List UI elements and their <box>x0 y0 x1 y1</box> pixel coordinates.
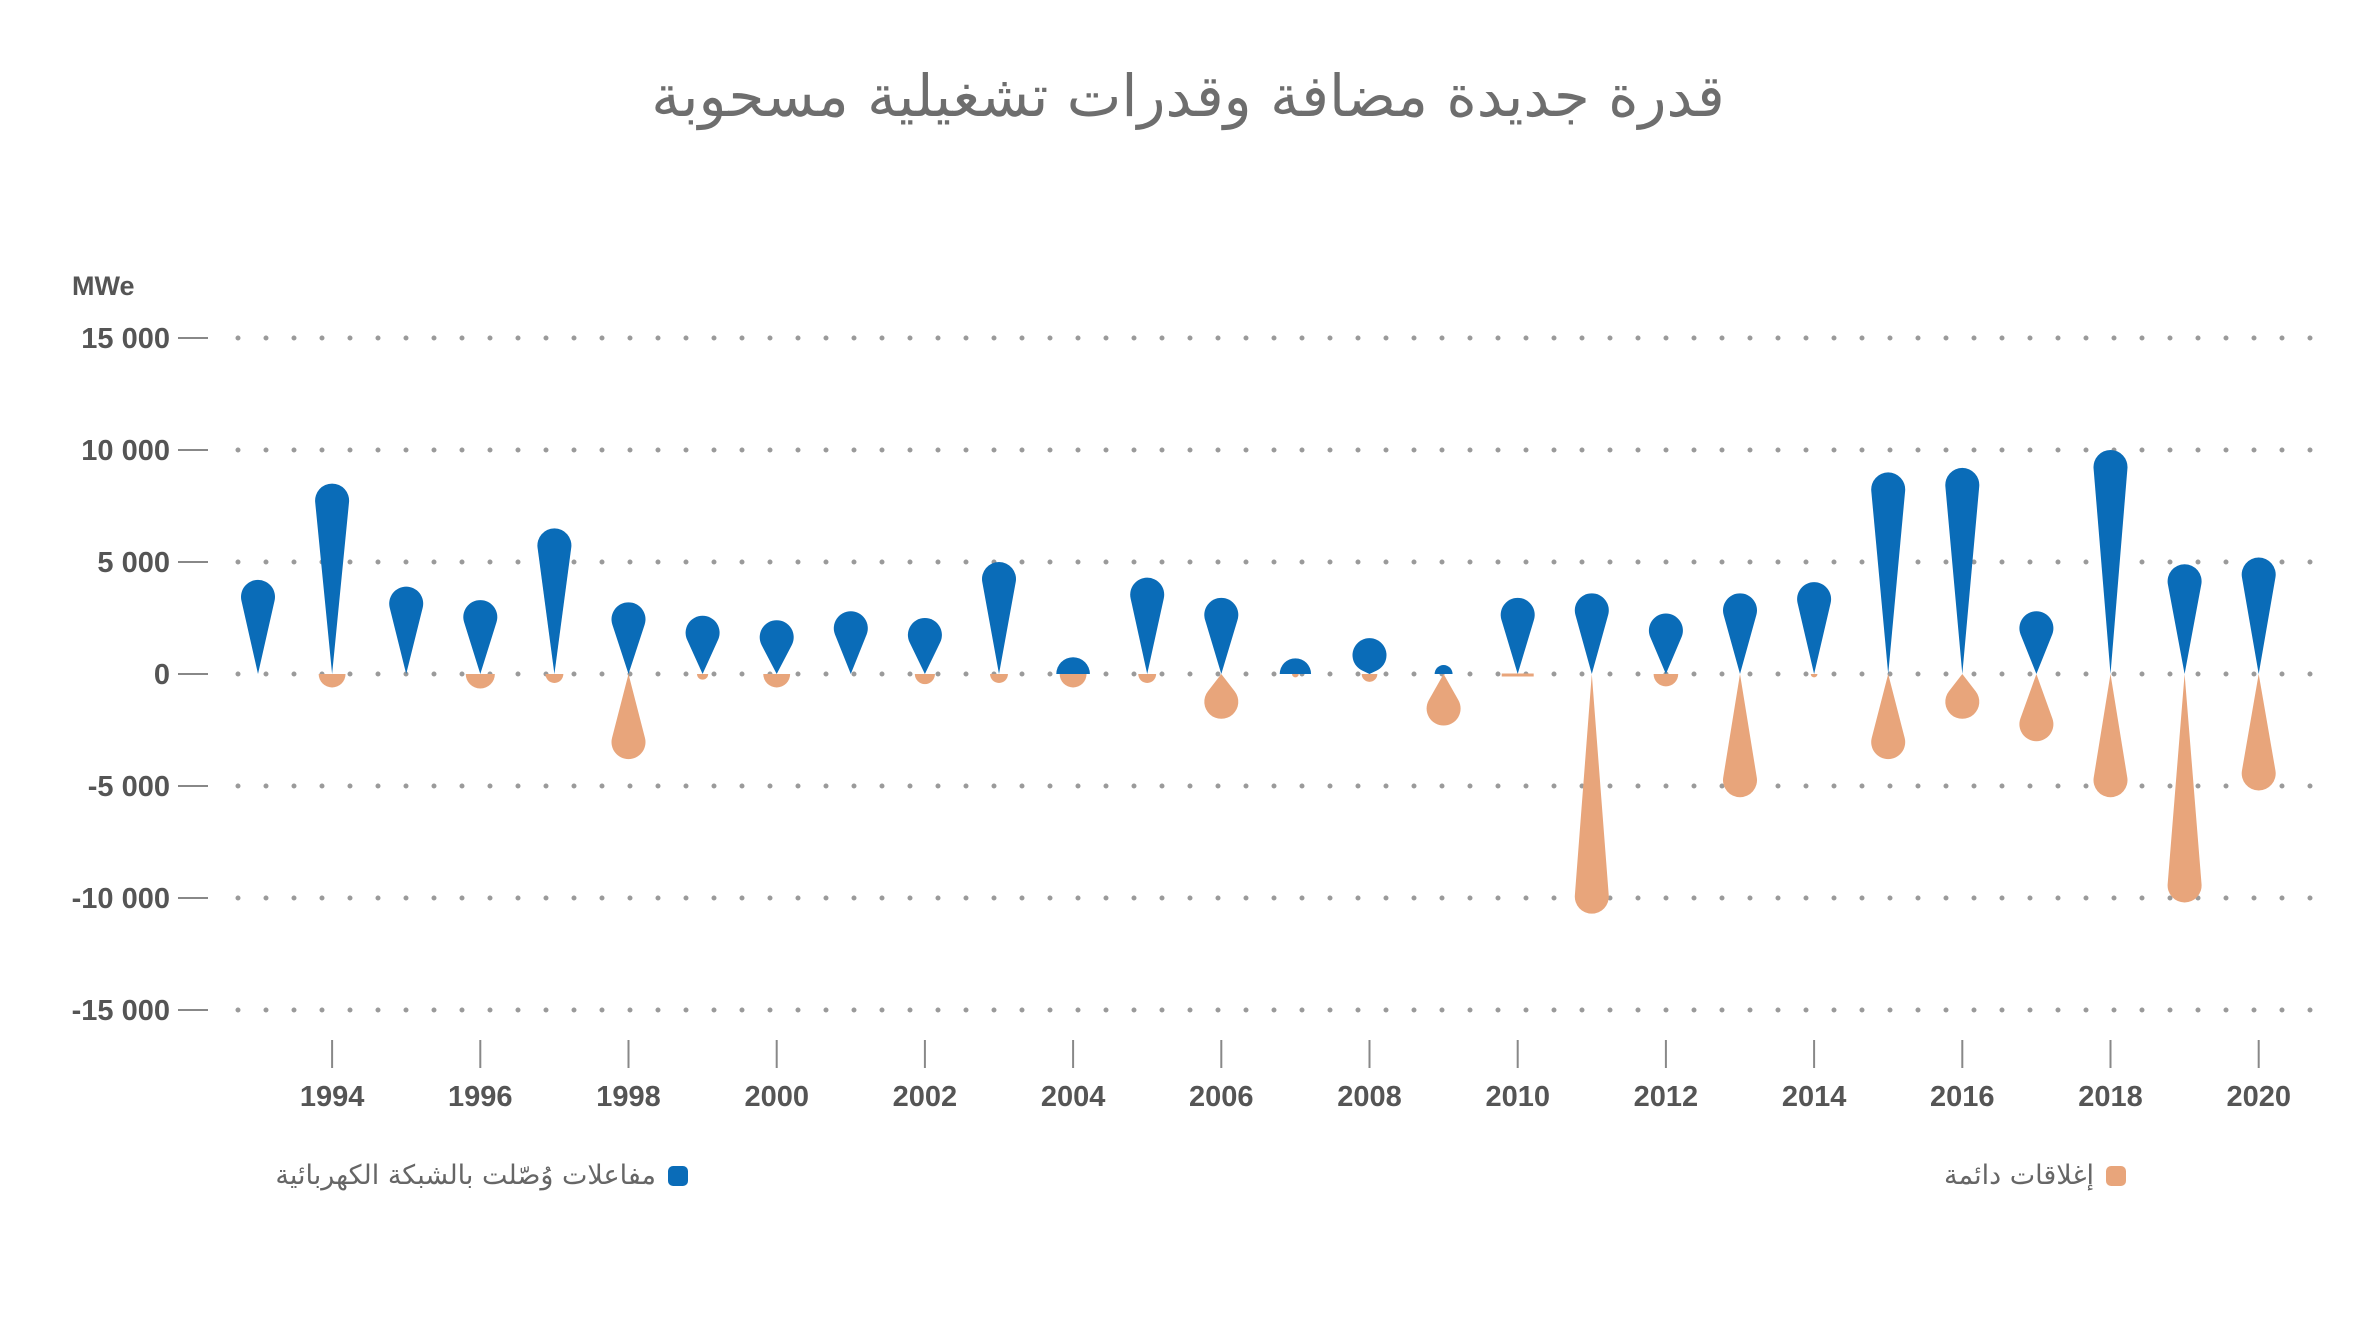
grid-connection-drop <box>1056 657 1090 674</box>
grid-connection-drop <box>1945 467 1980 674</box>
grid-connection-drop <box>1871 472 1906 674</box>
grid-connection-drop <box>1648 613 1683 674</box>
shutdown-drop <box>763 674 791 688</box>
grid-connection-drop <box>2167 564 2202 674</box>
grid-connection-drop <box>2019 611 2054 674</box>
shutdown-drop <box>318 674 346 688</box>
grid-connection-drop <box>1722 593 1758 674</box>
grid-connection-drop <box>1797 582 1832 674</box>
y-tick-label: 5 000 <box>97 547 170 579</box>
x-tick-label: 2010 <box>1485 1081 1550 1113</box>
shutdown-drop <box>1059 674 1087 688</box>
shutdown-drop <box>697 674 709 680</box>
grid-connection-drop <box>1352 638 1387 674</box>
shutdown-drop <box>1871 674 1906 760</box>
grid-connection-drop <box>685 615 720 674</box>
y-tick-label: 15 000 <box>81 323 170 355</box>
grid-connection-drop <box>611 602 646 674</box>
grid-connection-drop <box>1574 593 1609 674</box>
shutdown-drop <box>1574 674 1609 914</box>
shutdown-drop <box>545 674 564 683</box>
grid-connection-drop <box>759 620 794 674</box>
grid-connection-drop <box>833 611 868 674</box>
x-tick-label: 2002 <box>893 1081 958 1113</box>
grid-connection-drop <box>463 600 498 674</box>
y-tick-label: 0 <box>154 659 170 691</box>
x-tick-label: 2004 <box>1041 1081 1106 1113</box>
x-tick-label: 1998 <box>596 1081 661 1113</box>
shutdown-drop <box>1138 674 1157 683</box>
shutdown-drop <box>1426 674 1461 726</box>
shutdown-drop <box>1810 674 1818 678</box>
y-tick-label: 10 000 <box>81 435 170 467</box>
grid-connection-drop <box>982 561 1016 674</box>
grid-connection-drop <box>1500 597 1535 674</box>
x-tick-label: 2020 <box>2226 1081 2291 1113</box>
shutdown-drop <box>1361 674 1378 682</box>
shutdown-drop <box>611 674 646 760</box>
legend-blue-swatch <box>668 1165 688 1186</box>
legend-grid-label: مفاعلات وُصّلت بالشبكة الكهربائية <box>275 1160 656 1191</box>
x-tick-label: 2000 <box>744 1081 809 1113</box>
grid-connection-drop <box>1130 577 1165 674</box>
y-tick-label: -10 000 <box>72 883 170 915</box>
shutdown-drop <box>1204 674 1239 719</box>
y-unit-label: MWe <box>72 271 135 301</box>
x-tick-label: 1996 <box>448 1081 513 1113</box>
legend-grid-connections: مفاعلات وُصّلت بالشبكة الكهربائية <box>275 1160 688 1191</box>
shutdown-drop <box>2093 674 2128 798</box>
shutdown-drop <box>2167 674 2202 903</box>
chart-title: قدرة جديدة مضافة وقدرات تشغيلية مسحوبة <box>651 62 1725 130</box>
x-tick-label: 1994 <box>300 1081 365 1113</box>
shutdown-drop <box>2019 674 2054 742</box>
legend-shutdown-label: إغلاقات دائمة <box>1944 1160 2094 1191</box>
grid-connection-drop <box>389 586 424 674</box>
grid-connection-drop <box>1279 658 1312 674</box>
x-tick-label: 2018 <box>2078 1081 2143 1113</box>
shutdown-drop <box>1653 674 1679 687</box>
legend-orange-swatch <box>2106 1165 2126 1186</box>
x-tick-label: 2008 <box>1337 1081 1402 1113</box>
grid-connection-drop <box>241 579 275 674</box>
shutdown-drop <box>1945 674 1980 719</box>
shutdown-drop <box>1292 674 1299 678</box>
grid-connection-drop <box>2093 450 2128 674</box>
shutdown-drop <box>1723 674 1757 798</box>
grid-connection-drop <box>1204 597 1239 674</box>
legend-shutdowns: إغلاقات دائمة <box>1944 1160 2126 1191</box>
y-tick-label: -5 000 <box>88 771 170 803</box>
grid-connection-drop <box>1434 665 1453 674</box>
x-tick-label: 2014 <box>1782 1081 1847 1113</box>
x-tick-label: 2012 <box>1634 1081 1699 1113</box>
grid-connection-drop <box>315 483 350 674</box>
grid-connection-drop <box>2241 557 2276 674</box>
x-tick-label: 2006 <box>1189 1081 1254 1113</box>
shutdown-drop <box>465 674 495 689</box>
x-tick-label: 2016 <box>1930 1081 1995 1113</box>
grid-connection-drop <box>907 618 942 674</box>
shutdown-drop <box>990 674 1008 683</box>
grid-connection-drop <box>537 528 572 674</box>
shutdown-drop <box>2241 674 2276 791</box>
shutdown-drop <box>914 674 935 685</box>
y-tick-label: -15 000 <box>72 995 170 1027</box>
